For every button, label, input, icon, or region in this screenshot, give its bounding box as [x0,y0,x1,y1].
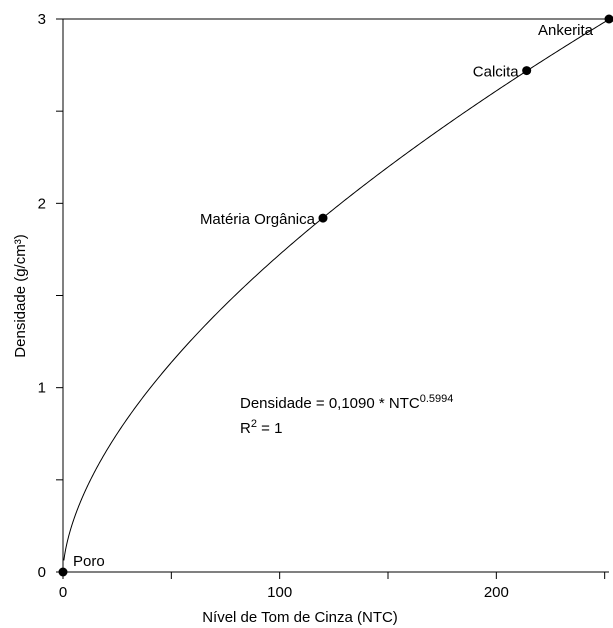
data-points: Poro Matéria Orgânica Calcita Ankerita [58,14,613,577]
r-squared-superscript: 2 [251,418,257,430]
data-point [58,567,68,577]
r-squared-value: = 1 [257,420,282,437]
x-tick-label: 200 [484,584,509,601]
point-label: Ankerita [538,22,594,39]
data-point [522,66,532,76]
plot-frame [62,18,609,573]
point-label: Matéria Orgânica [200,211,316,228]
y-tick-label: 0 [38,564,46,581]
y-tick-label: 2 [38,195,46,212]
data-point [604,14,613,24]
y-axis-title: Densidade (g/cm³) [12,234,29,357]
x-tick-label: 100 [267,584,292,601]
x-tick-label: 0 [59,584,67,601]
r-squared: R2 = 1 [240,418,282,437]
y-tick-label: 1 [38,380,46,397]
fit-equation-text: Densidade = 0,1090 * NTC [240,395,420,412]
fit-equation-exponent: 0.5994 [420,393,454,405]
point-label: Calcita [473,64,520,81]
y-ticks: 0 1 2 3 [38,11,63,581]
point-label: Poro [73,553,105,570]
fit-equation: Densidade = 0,1090 * NTC0.5994 [240,393,453,412]
data-point [318,213,328,223]
y-tick-label: 3 [38,11,46,28]
fit-curve [63,18,610,561]
r-squared-r: R [240,420,251,437]
x-ticks: 0 100 200 [59,572,606,601]
x-axis-title: Nível de Tom de Cinza (NTC) [202,609,398,626]
